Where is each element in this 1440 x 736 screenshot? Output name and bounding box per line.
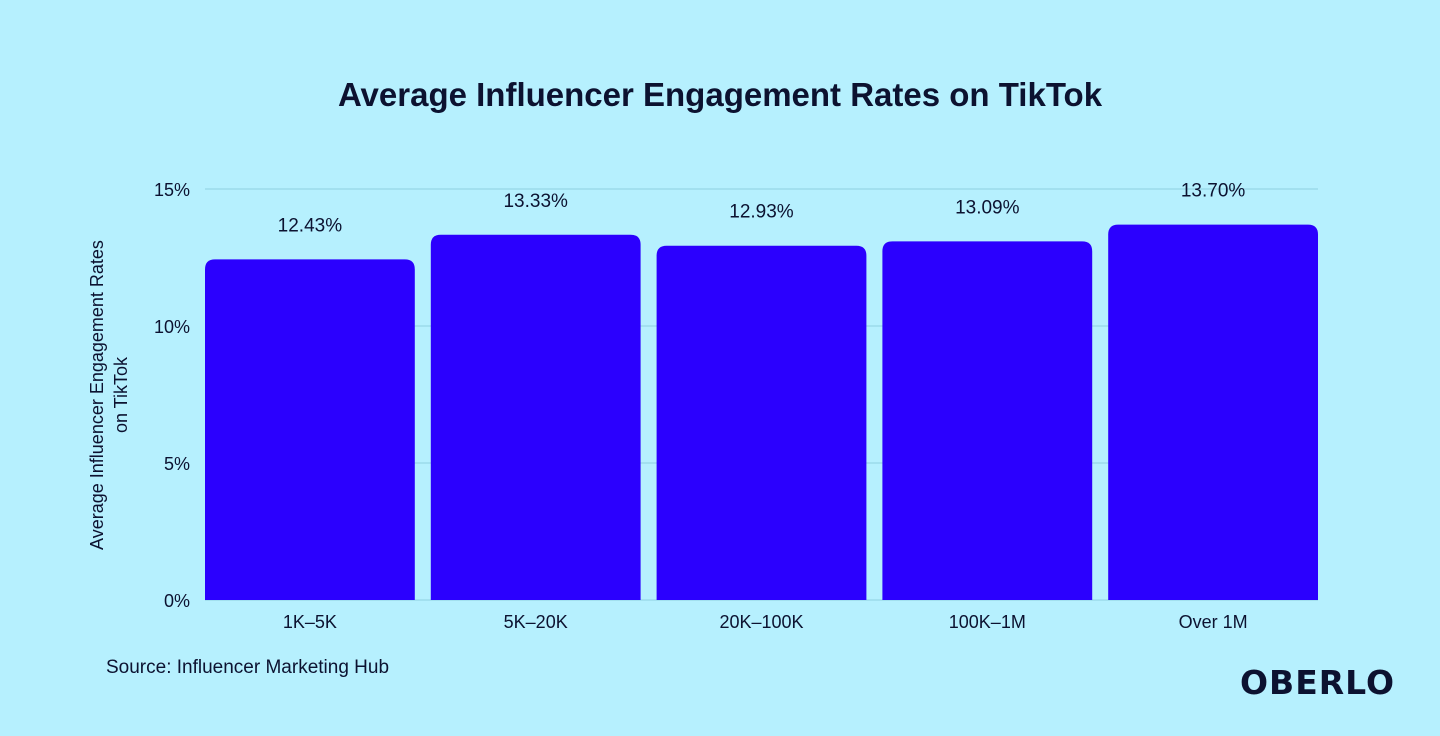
chart-title: Average Influencer Engagement Rates on T…: [337, 76, 1103, 113]
bar: [656, 245, 867, 600]
x-tick-label: 20K–100K: [719, 612, 803, 632]
source-note: Source: Influencer Marketing Hub: [106, 657, 390, 678]
bar: [430, 234, 641, 600]
y-axis-label: Average Influencer Engagement Rates on Ti…: [87, 240, 131, 550]
x-tick-label: 5K–20K: [504, 612, 568, 632]
y-tick-label: 5%: [164, 454, 190, 474]
y-tick-label: 10%: [154, 317, 190, 337]
bar: [205, 259, 415, 600]
data-label: 12.43%: [278, 215, 343, 236]
data-label: 13.33%: [503, 191, 568, 212]
bar: [882, 241, 1093, 601]
y-tick-label: 15%: [154, 180, 190, 200]
data-label: 13.09%: [955, 197, 1020, 218]
bar: [1108, 224, 1318, 600]
data-label: 12.93%: [729, 202, 794, 223]
x-tick-label: Over 1M: [1179, 612, 1248, 632]
x-tick-label: 100K–1M: [949, 612, 1026, 632]
y-tick-label: 0%: [164, 591, 190, 611]
x-tick-label: 1K–5K: [283, 612, 337, 632]
data-label: 13.70%: [1181, 181, 1246, 202]
oberlo-logo: OBERLO: [1240, 663, 1396, 702]
